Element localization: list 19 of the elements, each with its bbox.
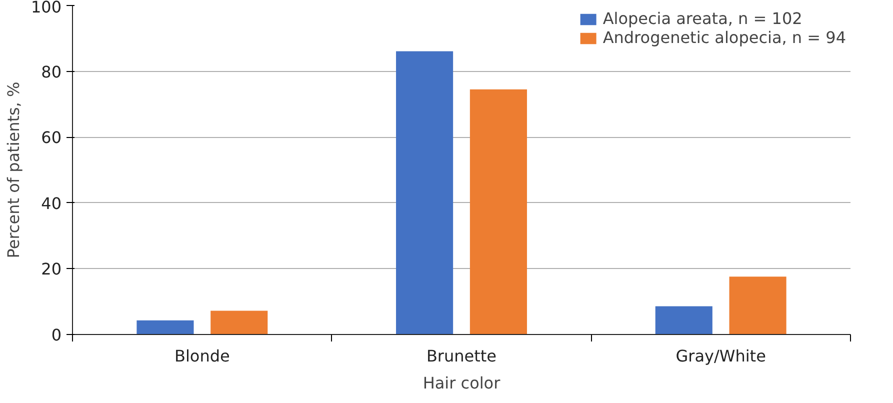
bar	[655, 306, 712, 334]
bar	[136, 320, 194, 334]
y-tick-label: 40	[41, 194, 62, 213]
x-tick-label: Brunette	[426, 346, 497, 366]
y-tick-label: 60	[41, 128, 62, 148]
bar	[396, 51, 454, 334]
legend-label: Alopecia areata, n = 102	[602, 9, 802, 28]
y-tick-label: 0	[51, 326, 62, 344]
bar	[470, 89, 527, 334]
x-tick-label: Blonde	[174, 346, 230, 366]
x-axis-title: Hair color	[422, 374, 501, 392]
y-tick-label: 20	[41, 260, 62, 279]
y-axis-title: Percent of patients, %	[4, 82, 23, 258]
y-tick-label: 100	[30, 0, 62, 16]
x-tick-label: Gray/White	[676, 346, 766, 366]
y-tick-label: 80	[41, 62, 62, 82]
bar	[729, 276, 786, 334]
legend-label: Androgenetic alopecia, n = 94	[602, 28, 846, 47]
bar	[210, 310, 268, 334]
